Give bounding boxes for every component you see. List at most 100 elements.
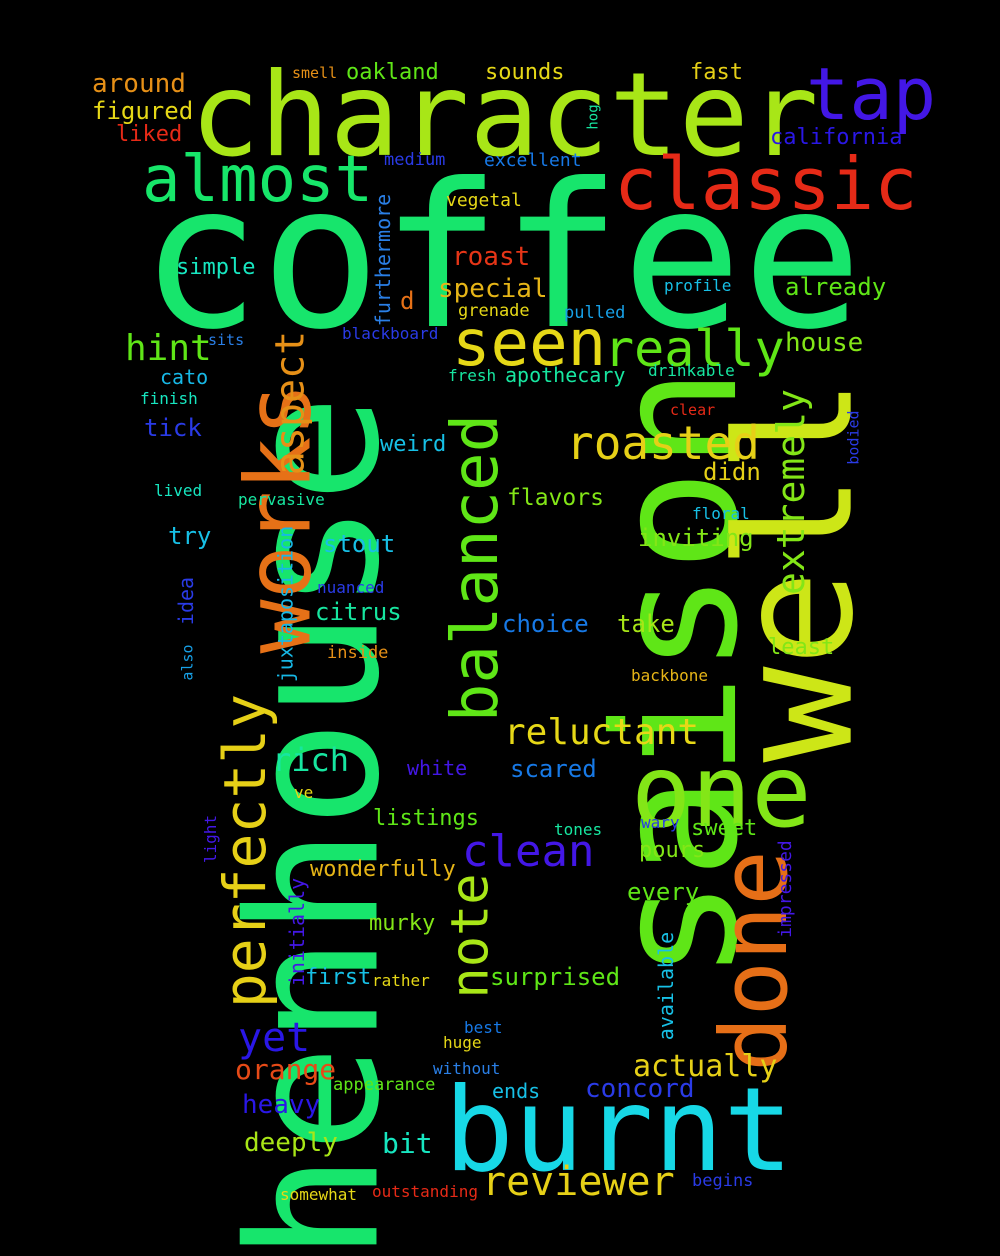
word-fast: fast [690, 60, 743, 85]
word-tick: tick [144, 414, 202, 442]
word-special: special [438, 274, 548, 304]
word-hog: hog [585, 104, 602, 130]
word-apothecary: apothecary [505, 363, 626, 387]
word-clean: clean [462, 826, 595, 877]
word-almost: almost [142, 143, 374, 217]
word-sits: sits [208, 331, 245, 349]
word-choice: choice [502, 610, 589, 638]
word-vegetal: vegetal [446, 190, 522, 211]
word-tap: tap [806, 52, 937, 136]
word-figured: figured [92, 97, 194, 125]
word-white: white [407, 756, 468, 780]
word-stout: stout [323, 530, 396, 558]
word-flavors: flavors [507, 485, 604, 511]
word-sounds: sounds [485, 60, 565, 85]
word-perfectly: perfectly [211, 693, 280, 1009]
word-already: already [785, 273, 887, 301]
word-bit: bit [382, 1127, 433, 1160]
word-wonderfully: wonderfully [310, 857, 456, 882]
word-light: light [201, 814, 221, 864]
word-cato: cato [160, 365, 209, 389]
word-d: d [400, 287, 415, 315]
word-roasted: roasted [566, 416, 760, 470]
word-wary: wary [641, 813, 680, 832]
word-inviting: inviting [638, 524, 754, 552]
word-excellent: excellent [484, 150, 582, 171]
word-balanced: balanced [439, 413, 514, 723]
word-try: try [168, 522, 212, 550]
word-available: available [654, 931, 679, 1041]
word-blackboard: blackboard [342, 324, 439, 343]
word-character: character [190, 48, 819, 183]
word-somewhat: somewhat [280, 1185, 358, 1204]
word-actually: actually [633, 1049, 778, 1084]
word-ends: ends [492, 1079, 541, 1103]
word-idea: idea [174, 576, 199, 626]
word-floral: floral [692, 504, 750, 523]
word-bodied: bodied [844, 410, 863, 465]
word-outstanding: outstanding [372, 1182, 478, 1201]
word-nuanced: nuanced [317, 578, 385, 597]
word-impressed: impressed [774, 840, 796, 938]
word-inside: inside [327, 643, 389, 663]
word-appearance: appearance [333, 1075, 436, 1095]
word-rich: rich [272, 741, 350, 779]
word-oakland: oakland [346, 60, 439, 85]
word-burnt: burnt [444, 1063, 794, 1198]
word-hint: hint [125, 328, 212, 369]
word-citrus: citrus [315, 598, 402, 626]
word-least: least [768, 635, 835, 660]
word-huge: huge [443, 1033, 482, 1052]
word-reluctant: reluctant [504, 712, 700, 753]
word-yet: yet [238, 1015, 311, 1061]
word-seen: seen [452, 307, 607, 381]
word-one: one [631, 733, 812, 850]
word-backbone: backbone [631, 666, 709, 685]
word-house: house [785, 328, 864, 358]
word-every: every [627, 878, 700, 906]
word-surprised: surprised [490, 963, 621, 991]
word-rather: rather [372, 971, 430, 990]
word-didn: didn [703, 458, 761, 486]
word-roast: roast [452, 242, 531, 272]
word-lived: lived [154, 481, 203, 500]
word-extremely: extremely [768, 389, 813, 595]
word-medium: medium [384, 150, 446, 170]
word-clear: clear [670, 401, 716, 419]
word-deeply: deeply [244, 1128, 338, 1158]
word-pulled: pulled [564, 303, 626, 323]
word-grenade: grenade [458, 301, 530, 321]
word-without: without [433, 1059, 501, 1078]
word-also: also [178, 644, 197, 681]
word-pervasive: pervasive [238, 490, 325, 509]
word-drinkable: drinkable [648, 361, 735, 380]
word-first: first [305, 965, 372, 990]
word-furthermore: furthermore [371, 193, 396, 327]
word-heavy: heavy [242, 1090, 321, 1120]
word-scared: scared [510, 755, 597, 783]
word-murky: murky [369, 911, 436, 936]
word-coffee: coffee [140, 141, 863, 374]
word-around: around [92, 69, 186, 99]
word-reviewer: reviewer [482, 1159, 675, 1205]
word-profile: profile [664, 276, 732, 295]
word-smell: smell [292, 64, 338, 82]
word-california: california [770, 125, 903, 150]
word-note: note [440, 873, 501, 999]
word-begins: begins [692, 1171, 754, 1191]
word-take: take [617, 610, 675, 638]
word-sweet: sweet [691, 816, 758, 841]
word-listings: listings [373, 806, 479, 831]
word-juxtaposition: juxtaposition [273, 525, 298, 683]
word-concord: concord [585, 1074, 695, 1104]
word-fresh: fresh [448, 366, 497, 385]
word-classic: classic [614, 142, 918, 226]
word-pours: pours [639, 838, 706, 863]
word-orange: orange [235, 1053, 337, 1086]
word-simple: simple [176, 255, 256, 280]
word-finish: finish [140, 389, 198, 408]
word-tones: tones [554, 820, 603, 839]
word-weird: weird [380, 432, 447, 457]
word-best: best [464, 1018, 503, 1037]
